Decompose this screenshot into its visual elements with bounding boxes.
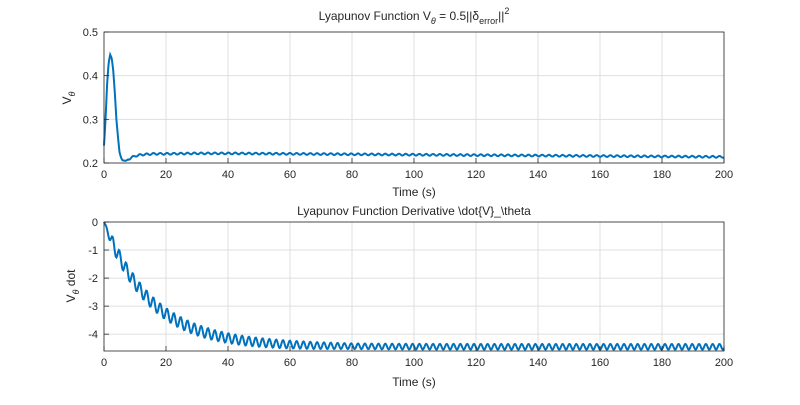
top-chart-ticks: 0 20 40 60 80 100 120 140 160 180 200 0.2 0.3 0.4 0.5 — [83, 27, 733, 181]
ax1-xtick-label: 60 — [284, 169, 296, 181]
ax2-ytick-label: 0 — [92, 217, 98, 229]
ax2-xtick-label: 120 — [467, 357, 485, 369]
ax1-xtick-label: 140 — [529, 169, 547, 181]
ax1-xtick-label: 180 — [653, 169, 671, 181]
ax2-xtick-label: 60 — [284, 357, 296, 369]
bottom-chart-ticks: 0 20 40 60 80 100 120 140 160 180 200 0 -1 -2 -3 -4 — [88, 217, 733, 369]
bottom-chart-xlabel: Time (s) — [392, 375, 436, 389]
ax2-xtick-label: 100 — [405, 357, 423, 369]
top-chart-grid — [103, 31, 725, 164]
bottom-chart: Lyapunov Function Derivative \dot{V}_\th… — [64, 204, 733, 389]
ax1-xtick-label: 0 — [101, 169, 107, 181]
ax2-xtick-label: 200 — [715, 357, 733, 369]
bottom-chart-title: Lyapunov Function Derivative \dot{V}_\th… — [297, 204, 531, 218]
ax1-xtick-label: 100 — [405, 169, 423, 181]
ax2-ytick-label: -4 — [88, 329, 98, 341]
ax2-xtick-label: 20 — [160, 357, 172, 369]
bottom-chart-line — [103, 221, 725, 351]
ax1-xtick-label: 20 — [160, 169, 172, 181]
ax1-ytick-label: 0.5 — [83, 27, 98, 39]
ax2-xtick-label: 180 — [653, 357, 671, 369]
ax2-xtick-label: 160 — [591, 357, 609, 369]
ax1-xtick-label: 120 — [467, 169, 485, 181]
ax1-xtick-label: 160 — [591, 169, 609, 181]
top-chart-title: Lyapunov Function Vθ = 0.5||δerror||2 — [319, 6, 510, 26]
ax2-ytick-label: -3 — [88, 301, 98, 313]
bottom-chart-grid — [103, 221, 725, 351]
top-chart-xlabel: Time (s) — [392, 185, 436, 199]
top-chart-ylabel: Vθ — [60, 91, 77, 104]
ax2-xtick-label: 0 — [101, 357, 107, 369]
ax1-ytick-label: 0.2 — [83, 158, 98, 170]
ax1-ytick-label: 0.3 — [83, 114, 98, 126]
ax2-xtick-label: 80 — [346, 357, 358, 369]
ax1-ytick-label: 0.4 — [83, 71, 98, 83]
ax2-ytick-label: -1 — [88, 245, 98, 257]
top-chart: Lyapunov Function Vθ = 0.5||δerror||2 0 2… — [60, 6, 733, 199]
top-chart-series — [103, 51, 725, 162]
ax2-xtick-label: 40 — [222, 357, 234, 369]
ax2-ytick-label: -2 — [88, 273, 98, 285]
ax1-xtick-label: 80 — [346, 169, 358, 181]
bottom-chart-ylabel: Vθ dot — [64, 269, 81, 303]
ax2-xtick-label: 140 — [529, 357, 547, 369]
ax1-xtick-label: 40 — [222, 169, 234, 181]
ax1-xtick-label: 200 — [715, 169, 733, 181]
top-chart-line — [103, 51, 725, 162]
bottom-chart-series — [103, 221, 725, 351]
